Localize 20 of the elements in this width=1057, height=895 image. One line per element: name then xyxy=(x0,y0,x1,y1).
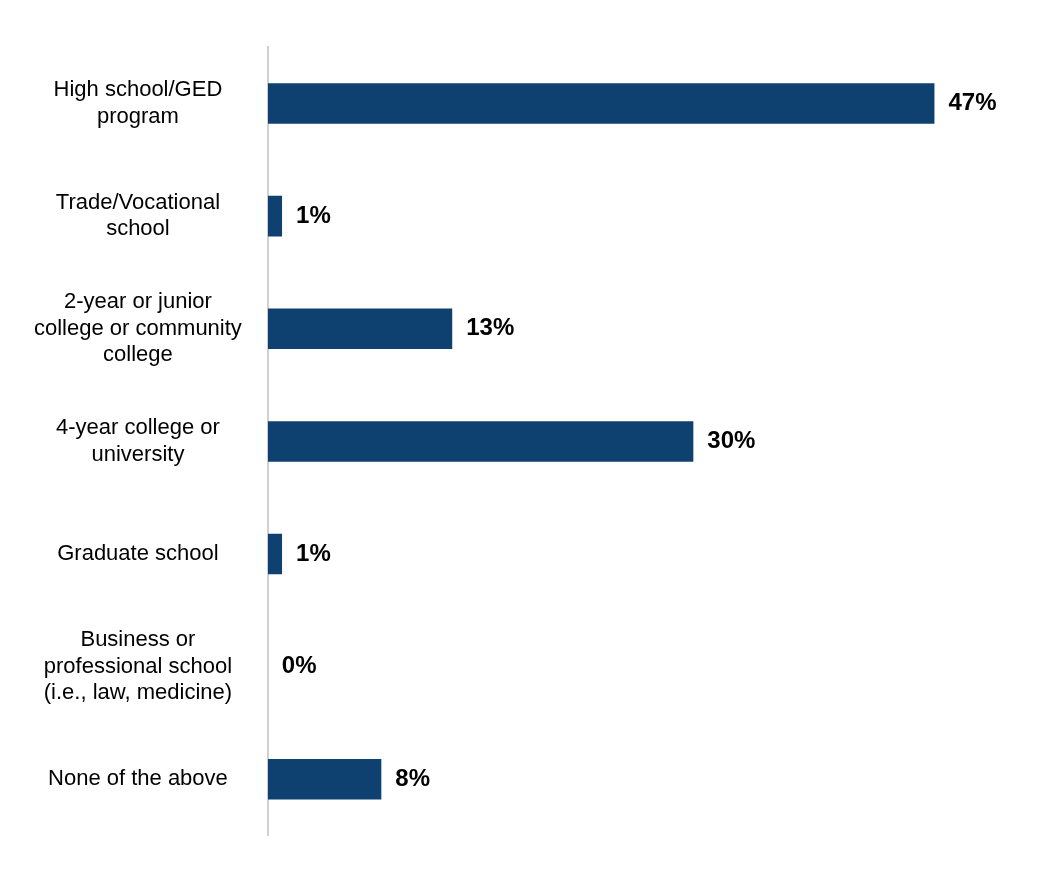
bar xyxy=(267,533,283,575)
data-label: 1% xyxy=(296,200,331,228)
data-label: 1% xyxy=(296,538,331,566)
y-tick-label: None of the above xyxy=(48,765,228,791)
bar xyxy=(267,759,382,800)
bar xyxy=(267,308,453,350)
data-label: 0% xyxy=(281,651,317,679)
bar xyxy=(267,83,935,124)
y-tick-label: 2-year or junior college or community college xyxy=(33,288,242,367)
y-tick-label: 4-year college or university xyxy=(55,414,220,466)
bar xyxy=(267,421,694,462)
bar xyxy=(267,195,283,237)
data-label: 8% xyxy=(395,763,431,791)
y-tick-label: Trade/Vocational school xyxy=(55,189,221,241)
data-label: 47% xyxy=(948,88,997,116)
y-tick-label: Business or professional school (i.e., law, medicine) xyxy=(43,626,233,705)
data-label: 30% xyxy=(707,426,756,454)
y-tick-label: Graduate school xyxy=(57,540,219,566)
data-label: 13% xyxy=(466,313,515,341)
y-tick-label: High school/GED program xyxy=(53,76,223,128)
